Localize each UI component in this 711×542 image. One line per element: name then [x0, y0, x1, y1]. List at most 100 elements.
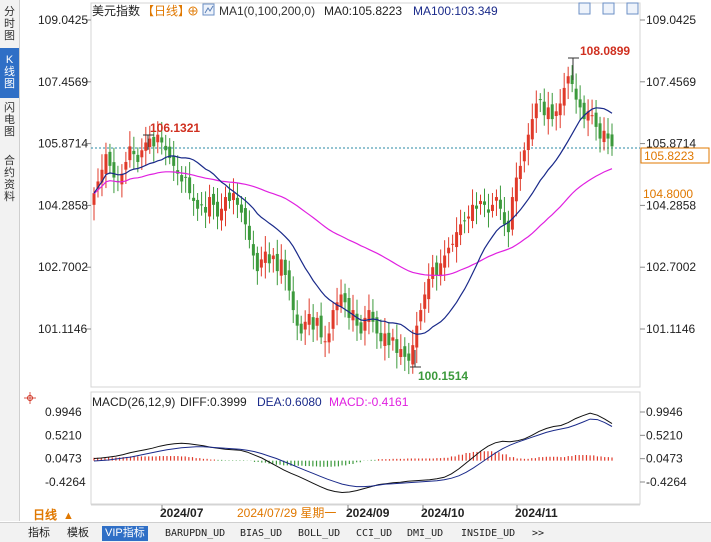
candle-body [311, 317, 315, 330]
candle-body [299, 323, 303, 334]
x-label-2024-11: 2024/11 [515, 506, 558, 520]
candle-body [331, 310, 335, 329]
ma100-value: MA100:103.349 [413, 4, 498, 18]
candle-body [574, 88, 578, 100]
candle-body [283, 259, 287, 276]
restore-icon[interactable] [602, 2, 615, 15]
candle-body [120, 173, 124, 185]
ma-params-label: MA1(0,100,200,0) [219, 4, 315, 18]
price-tick-right-4: 102.7002 [646, 260, 696, 274]
period-tag[interactable]: 【日线】 [142, 4, 190, 18]
candle-body [267, 254, 271, 264]
ref-price-tag: 104.8000 [643, 187, 693, 201]
candle-body [303, 321, 307, 330]
candle-body [379, 332, 383, 342]
candle-body [419, 310, 423, 322]
current-price-tag: 105.8223 [644, 149, 694, 163]
tab-contract-info[interactable]: 合约资料 [4, 155, 15, 203]
tab-dmi[interactable]: DMI_UD [407, 528, 444, 539]
candle-body [514, 177, 518, 202]
candle-body [566, 76, 570, 84]
candle-body [363, 317, 367, 331]
candle-body [339, 294, 343, 307]
tab-vip-indicator[interactable]: VIP指标 [102, 526, 148, 541]
candle-body [327, 333, 331, 343]
macd-dea-value: DEA:0.6080 [257, 395, 322, 409]
candle-body [104, 154, 108, 175]
candle-body [463, 220, 467, 222]
candle-body [259, 259, 263, 268]
tab-cci[interactable]: CCI_UD [356, 528, 393, 539]
tab-inside[interactable]: INSIDE_UD [461, 528, 516, 539]
add-indicator-icon[interactable] [188, 6, 198, 16]
crosshair-icon[interactable] [578, 2, 591, 15]
tab-timeshare[interactable]: 分时图 [4, 6, 15, 42]
current-price-tag-box [640, 147, 710, 164]
price-tick-right-5: 101.1146 [646, 322, 695, 336]
x-label-2024-07: 2024/07 [160, 506, 204, 520]
candle-body [435, 262, 439, 276]
candle-body [395, 339, 399, 353]
tab-lightning[interactable]: 闪电图 [4, 102, 15, 138]
candle-body [518, 165, 522, 179]
tab-bias[interactable]: BIAS_UD [240, 528, 283, 539]
price-tick-left-4: 102.7002 [38, 260, 88, 274]
candle-body [498, 199, 502, 209]
mid-high-marker [143, 134, 154, 150]
chart-canvas[interactable]: 美元指数 【日线】 MA1(0,100,200,0) MA0:105.8223 … [0, 0, 711, 521]
tab-barupdn[interactable]: BARUPDN_UD [165, 528, 226, 539]
x-label-2024-10: 2024/10 [421, 506, 465, 520]
candle-body [112, 162, 116, 178]
candle-body [319, 315, 323, 338]
candle-body [239, 204, 243, 213]
candle-body [275, 253, 279, 272]
ma0-value: MA0:105.8223 [324, 4, 402, 18]
macd-histogram [93, 451, 613, 467]
candle-body [287, 270, 291, 291]
candle-body [92, 193, 96, 205]
close-icon[interactable] [626, 2, 639, 15]
price-y-axis: 109.0425 109.0425 107.4569 107.4569 105.8714… [38, 13, 696, 336]
candle-body [172, 155, 176, 166]
tab-indicator[interactable]: 指标 [28, 527, 50, 539]
macd-settings-icon[interactable] [24, 392, 36, 404]
candle-body [431, 267, 435, 279]
crosshair-date-box [236, 506, 346, 520]
bottom-period-tag[interactable]: 日线 [33, 507, 57, 521]
candle-body [347, 298, 351, 318]
price-panel-frame [90, 2, 641, 388]
candle-body [554, 111, 558, 117]
candle-body [399, 349, 403, 358]
candle-body [443, 255, 447, 268]
mid-high-annotation: 106.1321 [150, 121, 200, 135]
macd-diff-value: DIFF:0.3999 [180, 395, 247, 409]
candle-body [538, 99, 542, 101]
candle-body [439, 263, 443, 277]
candle-body [582, 102, 586, 120]
macd-hist-value: MACD:-0.4161 [329, 395, 409, 409]
candle-body [578, 99, 582, 108]
candle-body [251, 244, 255, 256]
candle-body [467, 216, 471, 219]
collapse-arrow-icon[interactable]: ▲ [63, 510, 74, 521]
tab-more[interactable]: >> [532, 528, 545, 539]
instrument-name: 美元指数 [92, 3, 140, 18]
candle-body [407, 353, 411, 361]
crosshair-date: 2024/07/29 星期一 [237, 506, 336, 520]
candle-body [610, 134, 614, 147]
candle-body [124, 161, 128, 170]
candle-body [586, 111, 590, 121]
tab-template[interactable]: 模板 [67, 527, 89, 539]
candle-body [148, 138, 152, 148]
candle-body [323, 341, 327, 343]
tab-boll[interactable]: BOLL_UD [298, 528, 341, 539]
candle-body [558, 103, 562, 116]
candle-body [482, 201, 486, 205]
candle-body [486, 209, 490, 213]
candle-body [427, 278, 431, 300]
macd-tick-right-3: -0.4264 [646, 475, 687, 489]
candle-body [542, 101, 546, 116]
ma100-line [93, 107, 613, 335]
candle-body [196, 199, 200, 209]
